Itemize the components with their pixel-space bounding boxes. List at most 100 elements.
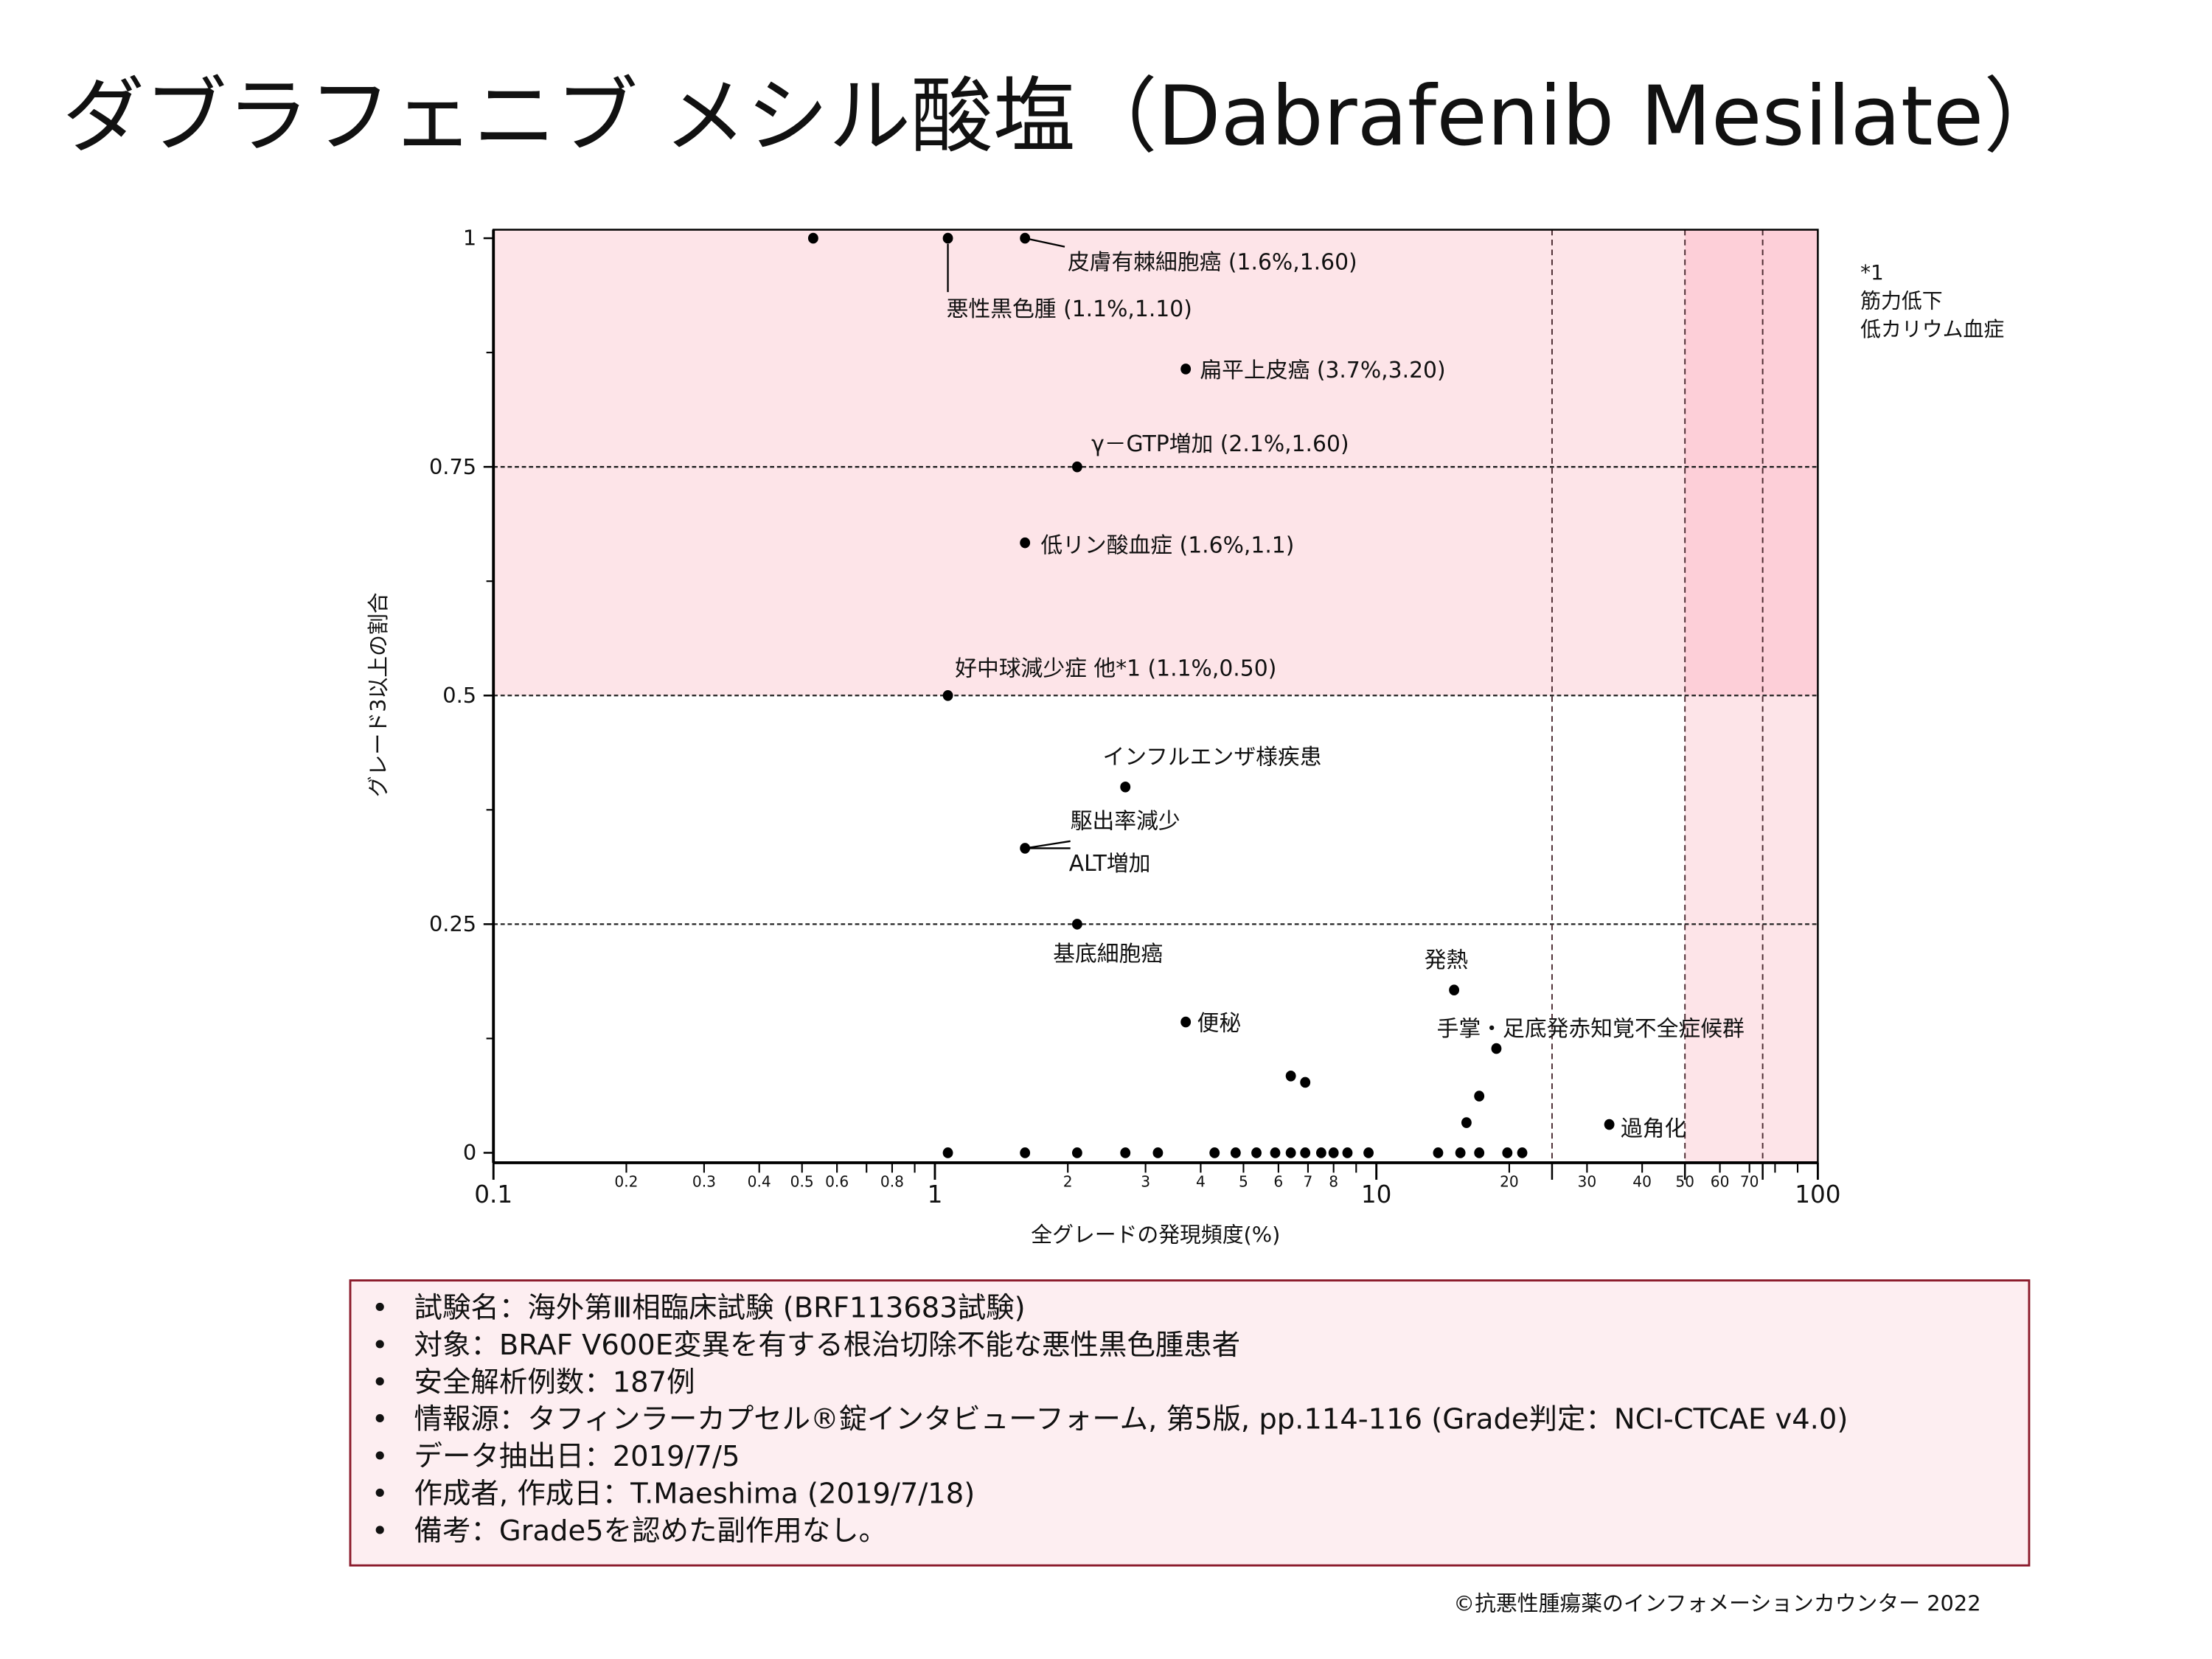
data-point (1020, 843, 1031, 854)
data-point (1230, 1147, 1241, 1158)
data-point (1020, 1147, 1031, 1158)
x-minor-tick-label: 30 (1578, 1173, 1597, 1191)
data-point (1455, 1147, 1466, 1158)
data-point (1433, 1147, 1444, 1158)
point-annotation: 低リン酸血症 (1.6%,1.1) (1040, 533, 1294, 559)
info-item: 対象：BRAF V600E変異を有する根治切除不能な悪性黒色腫患者 (414, 1329, 1241, 1362)
data-point (1449, 984, 1460, 995)
x-major-tick-label: 0.1 (474, 1180, 512, 1208)
data-point (1285, 1070, 1296, 1082)
y-tick-label: 0.5 (442, 683, 476, 708)
info-item: データ抽出日：2019/7/5 (414, 1440, 740, 1473)
point-annotation: 扁平上皮癌 (3.7%,3.20) (1200, 358, 1445, 383)
point-annotation: 手掌・足底発赤知覚不全症候群 (1437, 1016, 1745, 1042)
info-item: 作成者, 作成日：T.Maeshima (2019/7/18) (414, 1477, 975, 1510)
x-minor-tick-label: 0.4 (748, 1173, 771, 1191)
data-point (942, 232, 953, 244)
info-bullet: • (372, 1329, 389, 1362)
x-minor-tick-label: 0.8 (880, 1173, 904, 1191)
data-point (1251, 1147, 1262, 1158)
data-point (807, 232, 818, 244)
data-point (1020, 232, 1031, 244)
point-annotation: 便秘 (1197, 1011, 1242, 1037)
footnote-line: 筋力低下 (1860, 288, 1943, 313)
data-point (942, 689, 953, 701)
copyright: ©抗悪性腫瘍薬のインフォメーションカウンター 2022 (1453, 1591, 1980, 1616)
x-minor-tick-label: 20 (1500, 1173, 1519, 1191)
x-minor-tick-label: 0.5 (790, 1173, 814, 1191)
info-box-frame (349, 1279, 2031, 1567)
point-annotation: インフルエンザ様疾患 (1102, 745, 1321, 771)
x-minor-tick-label: 4 (1196, 1173, 1206, 1191)
point-annotations: 皮膚有棘細胞癌 (1.6%,1.60) 悪性黒色腫 (1.1%,1.10) 扁平上皮… (947, 249, 1745, 1141)
x-minor-tick-label: 7 (1304, 1173, 1313, 1191)
point-annotation: 基底細胞癌 (1053, 941, 1163, 967)
data-point (1300, 1147, 1311, 1158)
data-point (1517, 1147, 1528, 1158)
reference-lines (493, 229, 1818, 1163)
data-point (1300, 1077, 1311, 1088)
info-bullet: • (372, 1366, 389, 1399)
point-annotation: 好中球減少症 他*1 (1.1%,0.50) (955, 655, 1276, 681)
data-point (1071, 461, 1082, 473)
data-point (942, 1147, 953, 1158)
info-item: 安全解析例数：187例 (414, 1366, 695, 1399)
point-annotation: γ－GTP増加 (2.1%,1.60) (1091, 431, 1349, 457)
x-minor-tick-label: 0.6 (825, 1173, 849, 1191)
data-point (1120, 1147, 1131, 1158)
x-minor-tick-label: 2 (1063, 1173, 1073, 1191)
info-bullet: • (372, 1292, 389, 1325)
leader-line (1024, 840, 1071, 849)
leader-lines (947, 237, 1071, 849)
data-point (1491, 1043, 1502, 1054)
point-annotation: 駆出率減少 (1071, 809, 1180, 835)
point-annotation: 過角化 (1621, 1116, 1686, 1141)
data-point (1502, 1147, 1513, 1158)
x-major-tick-label: 100 (1795, 1180, 1840, 1208)
x-minor-tick-label: 40 (1632, 1173, 1652, 1191)
data-point (1474, 1147, 1485, 1158)
data-point (1342, 1147, 1353, 1158)
info-item: 試験名：海外第Ⅲ相臨床試験 (BRF113683試験) (414, 1292, 1026, 1325)
y-tick-label: 0.75 (429, 454, 476, 479)
shaded-region-high-grade-ratio (493, 229, 1818, 696)
data-point (1209, 1147, 1220, 1158)
y-axis-label: グレード3以上の割合 (366, 592, 391, 797)
shaded-region-overlap (1685, 229, 1818, 696)
data-point (1285, 1147, 1296, 1158)
scatter-chart: 0 0.25 0.5 0.75 1 0.1 1 10 100 0.2 0.3 0.4 0.5 0.6 0.8… (366, 226, 2004, 1248)
data-point (1180, 364, 1192, 375)
y-tick-label: 1 (463, 226, 476, 251)
data-point (1604, 1119, 1615, 1130)
footnote-line: *1 (1860, 260, 1884, 285)
x-minor-tick-label: 70 (1740, 1173, 1759, 1191)
data-point (1071, 919, 1082, 930)
info-item: 備考：Grade5を認めた副作用なし。 (414, 1514, 888, 1548)
data-point (1315, 1147, 1326, 1158)
footnote-line: 低カリウム血症 (1860, 317, 2004, 341)
study-info-box: • 試験名：海外第Ⅲ相臨床試験 (BRF113683試験) • 対象：BRAF V60… (349, 1279, 2031, 1567)
y-tick-label: 0 (463, 1140, 476, 1165)
x-minor-tick-label: 6 (1273, 1173, 1283, 1191)
data-point (1328, 1147, 1339, 1158)
info-bullet: • (372, 1440, 389, 1473)
data-point (1120, 782, 1131, 793)
data-point (1020, 537, 1031, 549)
point-annotation: ALT増加 (1069, 851, 1151, 877)
point-annotation: 皮膚有棘細胞癌 (1.6%,1.60) (1068, 249, 1357, 275)
y-tick-label: 0.25 (429, 911, 476, 936)
x-minor-tick-label: 8 (1329, 1173, 1338, 1191)
point-annotation: 発熱 (1425, 947, 1469, 973)
x-major-tick-label: 1 (928, 1180, 943, 1208)
x-minor-tick-label: 0.2 (614, 1173, 638, 1191)
info-bullet: • (372, 1514, 389, 1548)
data-point (1071, 1147, 1082, 1158)
info-item: 情報源：タフィンラーカプセル®錠インタビューフォーム, 第5版, pp.114-… (414, 1403, 1848, 1436)
x-minor-tick-label: 5 (1239, 1173, 1248, 1191)
data-point (1474, 1091, 1485, 1102)
page-title: ダブラフェニブ メシル酸塩（Dabrafenib Mesilate） (63, 69, 2066, 164)
data-point (1363, 1147, 1374, 1158)
data-point (1180, 1016, 1192, 1028)
